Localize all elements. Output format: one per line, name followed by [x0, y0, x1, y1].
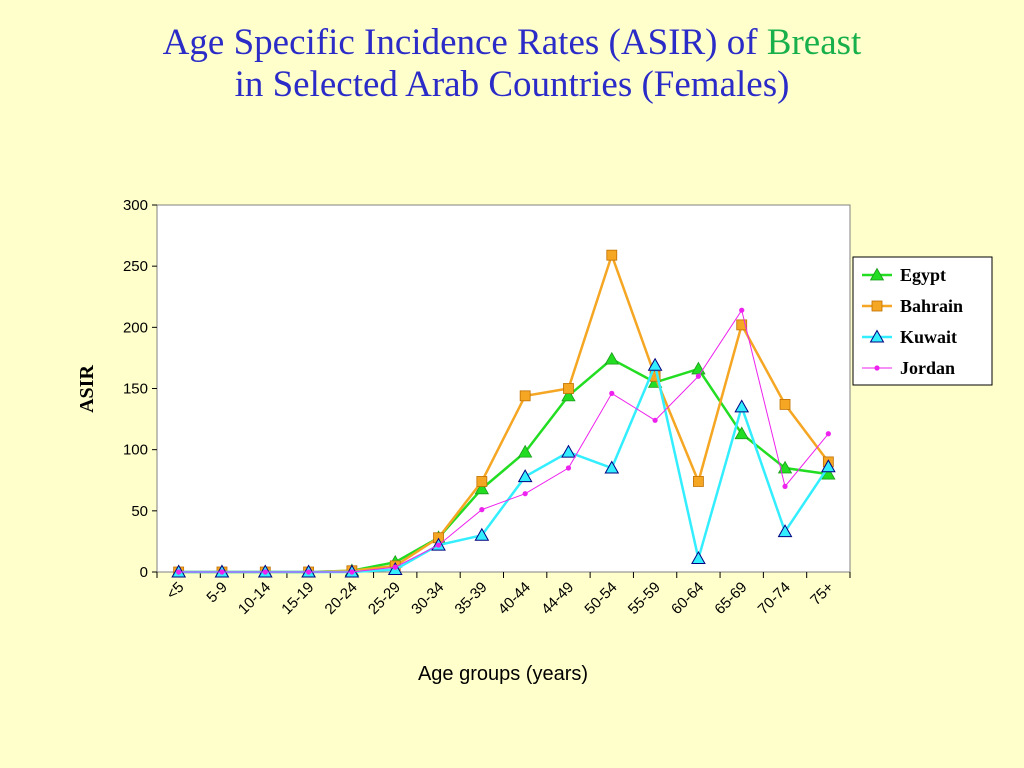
data-point-jordan: [305, 569, 312, 575]
legend-item-kuwait: Kuwait: [862, 327, 957, 347]
data-point-jordan: [825, 431, 831, 437]
slide-title: Age Specific Incidence Rates (ASIR) of B…: [0, 22, 1024, 106]
data-point-kuwait: [734, 399, 750, 413]
y-axis-label: ASIR: [76, 365, 98, 413]
x-tick-label: 65-69: [711, 579, 750, 618]
x-tick-label: 40-44: [495, 579, 534, 618]
y-tick-label: 100: [123, 442, 148, 459]
x-tick-label: 30-34: [408, 579, 447, 618]
x-tick-label: 44-49: [538, 579, 577, 618]
legend-label-jordan: Jordan: [900, 358, 955, 378]
legend-item-bahrain: Bahrain: [862, 296, 963, 316]
x-tick-label: 35-39: [452, 579, 491, 618]
data-point-jordan: [695, 373, 702, 379]
data-point-jordan: [392, 564, 398, 570]
data-point-kuwait: [474, 527, 490, 541]
data-point-jordan: [522, 491, 528, 497]
data-point-jordan: [565, 465, 572, 471]
x-tick-label: 15-19: [278, 579, 317, 618]
x-tick-label: 70-74: [755, 579, 794, 618]
title-line-1: Age Specific Incidence Rates (ASIR) of B…: [0, 22, 1024, 64]
x-tick-label: 5-9: [203, 579, 230, 606]
data-point-kuwait: [517, 469, 533, 483]
x-tick-label: 60-64: [668, 579, 707, 618]
y-tick-label: 0: [140, 564, 148, 581]
data-point-jordan: [435, 542, 442, 548]
x-tick-label: 20-24: [322, 579, 361, 618]
data-point-jordan: [479, 507, 485, 513]
data-point-jordan: [349, 569, 355, 575]
legend-item-egypt: Egypt: [862, 265, 946, 285]
data-point-egypt: [517, 444, 533, 458]
legend-item-jordan: Jordan: [862, 358, 955, 378]
x-tick-label: 50-54: [581, 579, 620, 618]
x-tick-label: 75+: [807, 579, 837, 609]
data-point-egypt: [777, 460, 793, 474]
data-point-bahrain: [693, 476, 704, 487]
title-highlight-breast: Breast: [766, 22, 862, 63]
data-point-bahrain: [779, 399, 791, 410]
series-line-jordan: [178, 308, 829, 573]
data-point-jordan: [652, 417, 658, 423]
legend-swatch-marker: [871, 300, 883, 312]
data-point-kuwait: [561, 444, 576, 458]
legend-swatch-marker: [874, 365, 880, 371]
data-point-egypt: [474, 481, 490, 495]
y-tick-label: 300: [123, 197, 148, 214]
data-point-jordan: [262, 569, 268, 575]
legend-swatch-marker: [869, 329, 885, 343]
series-group: [171, 249, 836, 578]
data-point-jordan: [739, 307, 745, 313]
x-tick-label: <5: [163, 579, 187, 603]
x-axis-label: Age groups (years): [418, 663, 588, 685]
legend-label-egypt: Egypt: [900, 265, 946, 285]
title-line-2: in Selected Arab Countries (Females): [234, 64, 790, 105]
legend-label-kuwait: Kuwait: [900, 327, 957, 347]
x-tick-label: 10-14: [235, 579, 274, 618]
y-tick-label: 200: [123, 319, 148, 336]
y-tick-label: 150: [123, 381, 148, 398]
data-point-jordan: [609, 390, 615, 396]
data-point-egypt: [561, 388, 576, 402]
series-jordan: [176, 307, 831, 575]
data-point-bahrain: [606, 249, 618, 261]
data-point-kuwait: [820, 459, 836, 473]
data-point-kuwait: [777, 524, 793, 538]
x-tick-label: 25-29: [365, 579, 404, 618]
title-text: Age Specific Incidence Rates (ASIR) of: [162, 22, 767, 63]
data-point-egypt: [604, 351, 619, 365]
legend: Egypt Bahrain Kuwait Jordan: [852, 256, 993, 386]
data-point-bahrain: [476, 476, 488, 487]
legend-label-bahrain: Bahrain: [900, 296, 963, 316]
x-tick-label: 55-59: [625, 579, 664, 618]
y-tick-label: 250: [123, 258, 148, 275]
data-point-jordan: [782, 483, 788, 489]
data-point-jordan: [219, 569, 225, 575]
y-tick-label: 50: [131, 503, 148, 520]
data-point-kuwait: [691, 551, 706, 565]
data-point-bahrain: [736, 319, 748, 331]
data-point-jordan: [176, 569, 182, 575]
plot-area: [156, 204, 851, 573]
legend-swatch-marker: [869, 267, 885, 281]
data-point-kuwait: [647, 357, 663, 371]
data-point-egypt: [734, 426, 749, 440]
data-point-bahrain: [563, 383, 574, 394]
data-point-kuwait: [604, 460, 620, 474]
data-point-bahrain: [519, 390, 531, 402]
